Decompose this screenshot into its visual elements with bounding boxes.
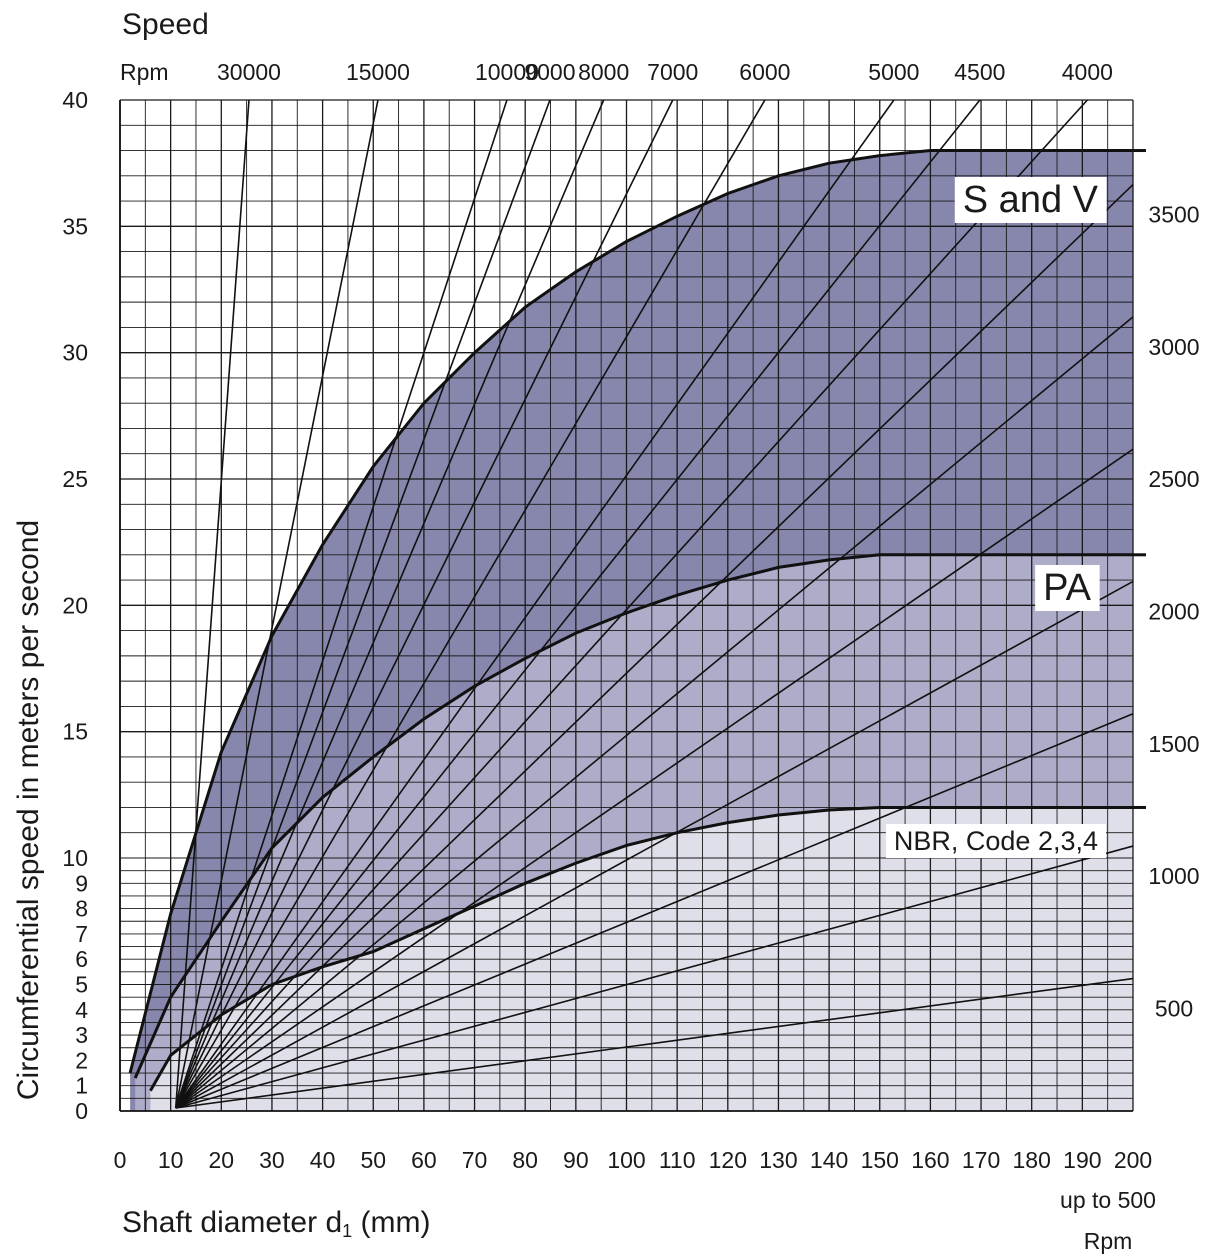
x-tick-label: 120 [709,1147,747,1173]
y-tick-label: 10 [62,845,88,871]
labels: Speed Rpm Circumferential speed in meter… [12,8,1200,1254]
rpm-line-1000 [175,845,1134,1109]
rpm-line-5000 [175,99,895,1109]
rpm-line-2000 [175,580,1134,1109]
y-tick-label: 1 [75,1073,88,1099]
x-tick-label: 150 [861,1147,899,1173]
x-tick-label: 80 [512,1147,538,1173]
y-tick-label: 9 [75,870,88,896]
y-tick-label: 15 [62,719,88,745]
x-tick-label: 160 [911,1147,949,1173]
zone-boundaries [128,149,1146,1092]
rpm-line-10000 [174,99,508,1109]
rpm-line-3500 [175,184,1134,1109]
x-tick-label: 0 [114,1147,127,1173]
rpm-label-500: 500 [1155,996,1193,1022]
x-tick-label: 100 [607,1147,645,1173]
zone-label-box [954,177,1107,223]
boundary-pa [133,553,1133,1079]
rpm-line-3000 [175,316,1134,1109]
x-tick-label: 200 [1114,1147,1152,1173]
rpm-label-15000: 15000 [346,59,410,85]
zone-label-nbr-code-2-3-4: NBR, Code 2,3,4 [894,826,1098,856]
y-tick-label: 20 [62,592,88,618]
bottom-note-line-2: Rpm [1084,1228,1133,1254]
grid [119,99,1134,1112]
rpm-lines [174,99,1134,1109]
rpm-line-30000 [174,99,250,1109]
rpm-line-9000 [174,99,551,1109]
rpm-line-2500 [175,448,1134,1109]
rpm-line-7000 [174,99,674,1109]
rpm-header: Rpm [120,59,169,85]
rpm-label-4000: 4000 [1062,59,1113,85]
x-tick-label: 10 [158,1147,184,1173]
x-tick-label: 40 [310,1147,336,1173]
rpm-line-4500 [175,99,981,1109]
x-tick-label: 20 [209,1147,235,1173]
zone-label-box [885,824,1106,858]
rpm-label-7000: 7000 [647,59,698,85]
y-tick-label: 30 [62,340,88,366]
rpm-line-4000 [175,99,1088,1109]
rpm-label-3500: 3500 [1148,202,1199,228]
y-tick-label: 35 [62,213,88,239]
zone-label-s-and-v: S and V [963,179,1099,221]
axes [119,100,1133,1112]
y-tick-label: 6 [75,946,88,972]
y-tick-label: 7 [75,921,88,947]
rpm-label-10000: 10000 [475,59,539,85]
rpm-line-6000 [175,99,766,1109]
rpm-label-9000: 9000 [524,59,575,85]
x-tick-label: 90 [563,1147,589,1173]
rpm-line-500 [175,977,1134,1109]
chart-title: Speed [122,8,209,41]
x-tick-label: 110 [659,1147,696,1173]
y-tick-label: 8 [75,896,88,922]
y-tick-label: 5 [75,972,88,998]
boundary-s-and-v [128,149,1133,1074]
zone-label-pa: PA [1043,567,1092,609]
rpm-label-8000: 8000 [578,59,629,85]
rpm-label-1500: 1500 [1148,731,1199,757]
x-axis-label: Shaft diameter d1 (mm) [122,1206,430,1241]
rpm-line-1500 [175,713,1134,1109]
rpm-label-4500: 4500 [954,59,1005,85]
rpm-label-30000: 30000 [217,59,281,85]
y-tick-label: 4 [75,997,88,1023]
x-tick-label: 70 [462,1147,488,1173]
x-tick-label: 50 [360,1147,386,1173]
x-tick-label: 60 [411,1147,437,1173]
y-tick-label: 3 [75,1022,88,1048]
x-tick-label: 170 [962,1147,1000,1173]
x-tick-label: 30 [259,1147,285,1173]
x-tick-label: 130 [759,1147,797,1173]
rpm-label-5000: 5000 [868,59,919,85]
rpm-label-2500: 2500 [1148,466,1199,492]
rpm-label-3000: 3000 [1148,334,1199,360]
x-tick-label: 180 [1013,1147,1051,1173]
rpm-label-6000: 6000 [739,59,790,85]
rpm-label-1000: 1000 [1148,863,1199,889]
zone-label-box [1035,565,1100,611]
rpm-line-8000 [174,99,605,1109]
x-tick-label: 190 [1063,1147,1101,1173]
x-tick-label: 140 [810,1147,848,1173]
bottom-note-line-1: up to 500 [1060,1187,1156,1213]
y-tick-label: 0 [75,1098,88,1124]
y-tick-label: 40 [62,87,88,113]
boundary-nbr-code-2-3-4 [149,806,1133,1092]
y-tick-label: 2 [75,1047,88,1073]
y-axis-label: Circumferential speed in meters per seco… [12,520,45,1100]
y-tick-label: 25 [62,466,88,492]
rpm-label-2000: 2000 [1148,598,1199,624]
